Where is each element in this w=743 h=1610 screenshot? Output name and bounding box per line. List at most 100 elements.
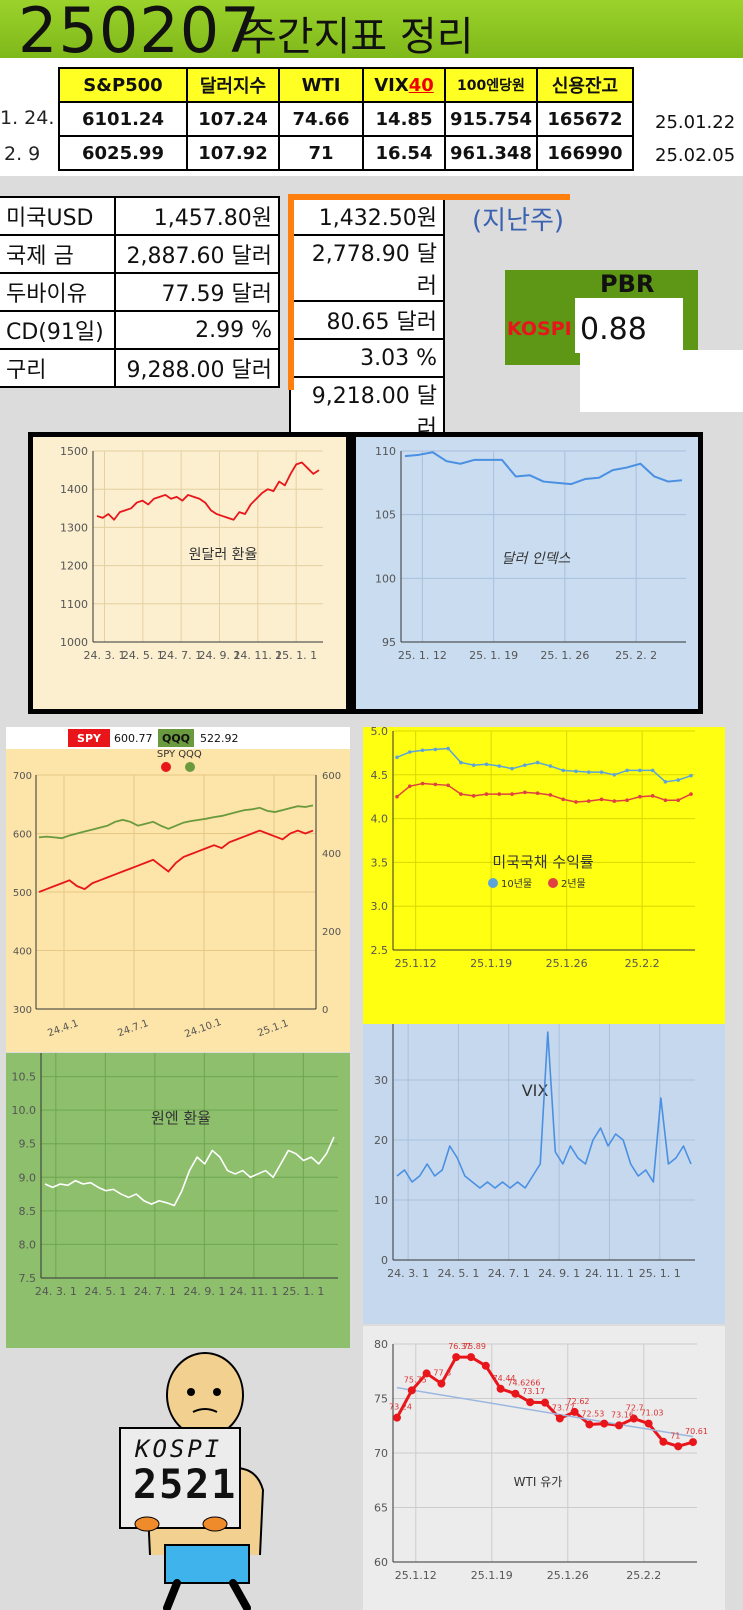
col-header-yen: 100엔당원	[444, 67, 538, 103]
chart-background	[33, 437, 346, 709]
prev-gold: 2,778.90 달러	[289, 234, 445, 302]
series-line	[404, 451, 683, 486]
value-gold: 2,887.60 달러	[114, 234, 280, 274]
value-cd: 2.99 %	[114, 310, 280, 350]
data-point	[433, 782, 438, 787]
cell: 14.85	[362, 101, 446, 137]
spy-legend-value: 600.77	[114, 732, 153, 745]
x-tick-label: 24. 3. 1	[387, 1267, 429, 1280]
cell: 165672	[535, 101, 634, 137]
y-tick-label: 1200	[60, 560, 88, 573]
y-tick-label: 30	[374, 1074, 388, 1087]
label-usd: 미국USD	[0, 196, 116, 236]
data-point	[629, 1414, 638, 1423]
orange-divider-line	[288, 194, 294, 390]
data-point	[511, 1389, 520, 1398]
chart-krw-usd: 1000 1100 1200 1300 1400 1500 24. 3. 124. 5. 1…	[33, 437, 346, 709]
data-label: 72.7	[626, 1404, 644, 1413]
y-left-tick-label: 400	[13, 947, 32, 958]
data-point	[586, 799, 591, 803]
cell: 166990	[535, 135, 634, 171]
legend-label: SPY	[157, 749, 176, 760]
data-label: 72.62	[567, 1397, 590, 1406]
kospi-sign-value: 2521	[133, 1462, 238, 1508]
chart-treasury-yield: 2.5 3.0 3.5 4.0 4.5 5.0 25.1.12 25.1.19 25.1.26 2…	[363, 727, 725, 1024]
data-point	[689, 792, 693, 796]
y-tick-label: 7.5	[19, 1272, 37, 1285]
y-tick-label: 3.0	[371, 900, 389, 913]
data-point	[612, 799, 617, 803]
chart-background	[363, 727, 725, 1024]
trend-line	[396, 1386, 694, 1438]
cell: 107.24	[186, 101, 280, 137]
series-line	[38, 829, 314, 893]
header-bar: 250207 주간지표 정리	[0, 0, 743, 67]
x-tick-label: 25.1.12	[395, 957, 437, 970]
data-point	[420, 748, 425, 753]
y-tick-label: 95	[382, 636, 396, 649]
data-point	[535, 760, 540, 765]
previous-values-table: 1,432.50원 2,778.90 달러 80.65 달러 3.03 % 9,…	[289, 196, 445, 444]
data-label: 77.3	[433, 1369, 451, 1378]
legend-marker	[185, 762, 195, 772]
cell: 915.754	[444, 101, 538, 137]
data-point	[555, 1414, 564, 1423]
y-tick-label: 75	[374, 1393, 388, 1406]
y-tick-label: 9.0	[19, 1171, 37, 1184]
y-right-tick-label: 400	[322, 849, 341, 860]
data-point	[481, 1361, 490, 1370]
x-tick-label: 24. 11. 1	[585, 1267, 634, 1280]
data-point	[526, 1398, 535, 1407]
x-tick-label: 24. 5. 1	[84, 1285, 126, 1298]
x-tick-label: 24. 5. 1	[122, 649, 164, 662]
data-point	[446, 746, 450, 751]
data-point	[638, 768, 642, 773]
y-tick-label: 8.0	[19, 1238, 37, 1251]
data-point	[523, 763, 527, 767]
data-label: 75.89	[463, 1342, 486, 1351]
data-point	[497, 792, 502, 796]
data-point	[395, 794, 399, 799]
data-point	[650, 794, 655, 798]
data-point	[446, 783, 450, 788]
data-point	[484, 762, 489, 767]
data-label: 71	[670, 1431, 680, 1440]
x-tick-label: 24. 5. 1	[437, 1267, 479, 1280]
chart-krw-jpy: 7.58.08.59.09.510.010.511.024. 3. 124. 5…	[6, 1053, 350, 1348]
report-title: 주간지표 정리	[240, 14, 474, 60]
y-tick-label: 40	[374, 1024, 388, 1027]
chart-spy-qqq: SPY 600.77 QQQ 522.92 300 400 500 600 700 0 200 400…	[6, 727, 350, 1052]
orange-top-line	[288, 194, 570, 200]
col-header-vix: VIX40	[362, 67, 446, 103]
row-date-1: 25.01.22	[655, 112, 736, 133]
data-point	[541, 1398, 549, 1407]
value-copper: 9,288.00 달러	[114, 348, 280, 388]
data-point	[395, 755, 399, 760]
vix-label: VIX	[374, 74, 409, 96]
data-point	[407, 1386, 416, 1395]
value-dubai: 77.59 달러	[114, 272, 280, 312]
label-gold: 국제 금	[0, 234, 116, 274]
data-point	[471, 794, 476, 798]
label-cd: CD(91일)	[0, 310, 116, 350]
data-point	[659, 1437, 668, 1446]
market-table: S&P500 달러지수 WTI VIX40 100엔당원 신용잔고 6101.2…	[58, 67, 634, 171]
data-label: 72.53	[581, 1409, 604, 1418]
chart-dollar-index: 95 100 105 110 25. 1. 12 25. 1. 19 25. 1. 26 25…	[356, 437, 698, 709]
chart-title: VIX	[522, 1081, 549, 1100]
kospi-character-illustration	[119, 1352, 265, 1610]
data-label: 74.44	[493, 1374, 516, 1383]
legend-marker	[488, 878, 498, 888]
report-date: 250207	[18, 0, 261, 67]
data-point	[615, 1421, 623, 1430]
legend-label: QQQ	[178, 749, 202, 760]
data-point	[497, 764, 502, 768]
y-tick-label: 20	[374, 1134, 388, 1147]
data-point	[407, 750, 412, 754]
prev-dubai: 80.65 달러	[289, 300, 445, 340]
x-tick-label: 25.1.12	[395, 1569, 437, 1582]
data-point	[484, 792, 489, 796]
x-tick-label: 24. 7. 1	[134, 1285, 176, 1298]
y-tick-label: 105	[375, 509, 396, 522]
table-row: 6101.24 107.24 74.66 14.85 915.754 16567…	[58, 101, 634, 137]
